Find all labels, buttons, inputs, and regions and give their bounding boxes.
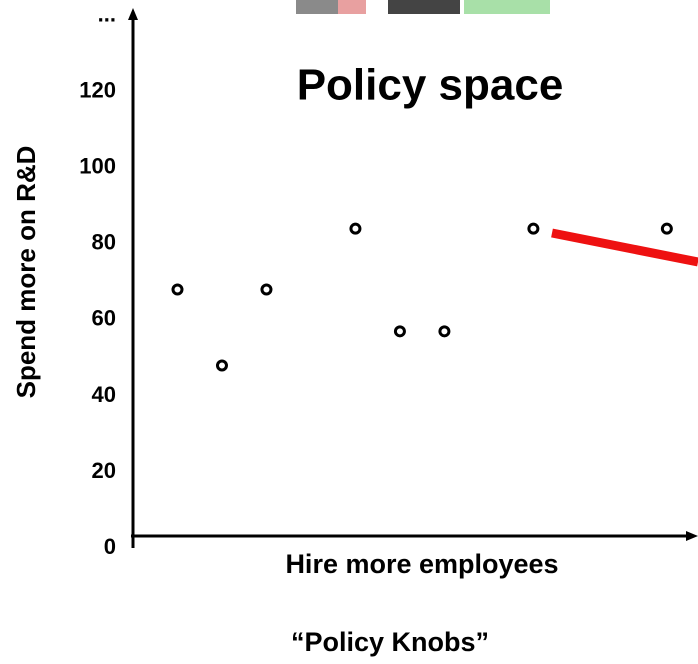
point	[393, 325, 406, 338]
y-tick-label: 0	[104, 534, 116, 559]
y-tick-label: ...	[98, 2, 116, 27]
point	[527, 222, 540, 235]
y-axis-arrow	[128, 8, 138, 20]
point	[260, 283, 273, 296]
y-tick-label: 40	[92, 382, 116, 407]
y-tick-label: 100	[79, 154, 116, 179]
y-tick-label: 20	[92, 458, 116, 483]
caption: “Policy Knobs”	[291, 627, 489, 657]
point	[349, 222, 362, 235]
x-axis-label: Hire more employees	[285, 549, 558, 579]
chart-title: Policy space	[297, 61, 564, 110]
y-axis-label: Spend more on R&D	[11, 146, 41, 399]
y-tick-label: 60	[92, 306, 116, 331]
image-piece	[388, 0, 460, 14]
point	[215, 359, 228, 372]
y-tick-label: 80	[92, 230, 116, 255]
image-piece	[296, 0, 338, 14]
plot: 0 20 40 60 80 100 120...	[79, 2, 673, 559]
image-piece	[464, 0, 550, 14]
point	[171, 283, 184, 296]
red-line	[551, 228, 698, 267]
y-tick-label: 120	[79, 78, 116, 103]
top-images	[296, 0, 550, 14]
image-piece	[338, 0, 366, 14]
point	[660, 222, 673, 235]
x-axis-arrow	[686, 531, 698, 541]
point	[438, 325, 451, 338]
